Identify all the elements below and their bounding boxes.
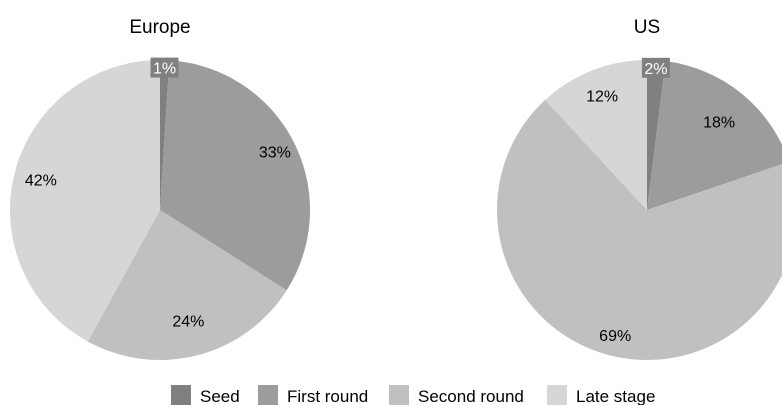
pie-slice-us-seed (647, 60, 666, 210)
legend-label-first-round: First round (287, 387, 368, 405)
pie-slice-europe-second-round (87, 210, 287, 361)
pie-label-us-late-stage: 12% (586, 89, 618, 106)
pie-slice-us-first-round (647, 61, 782, 210)
pie-label-us-first-round: 18% (703, 115, 735, 132)
pie-label-europe-seed-background (150, 57, 179, 78)
pie-slice-europe-first-round (160, 60, 310, 291)
pie-slice-us-second-round (497, 99, 782, 360)
legend-label-seed: Seed (200, 387, 240, 405)
chart-title-europe: Europe (129, 17, 190, 38)
pie-slices-us: 2% 18% 69% 12% (497, 57, 782, 360)
pie-slice-us-late-stage (545, 59, 647, 210)
pie-chart-europe: Europe 1% 33% 24% 42% (9, 17, 310, 361)
pie-slice-europe-seed (160, 60, 170, 210)
legend-swatch-seed (171, 385, 191, 405)
pie-label-europe-first-round: 33% (259, 144, 291, 161)
legend-swatch-first-round (258, 385, 278, 405)
legend: Seed First round Second round Late stage (171, 385, 655, 405)
pie-slice-europe-late-stage (9, 60, 160, 342)
pie-label-europe-seed: 1% (153, 61, 176, 78)
legend-swatch-second-round (389, 385, 409, 405)
legend-label-late-stage: Late stage (576, 387, 655, 405)
legend-label-second-round: Second round (418, 387, 524, 405)
pie-label-us-seed-background (641, 57, 670, 78)
pie-slices-europe: 1% 33% 24% 42% (9, 57, 310, 361)
pie-label-europe-late-stage: 42% (25, 172, 57, 189)
legend-swatch-late-stage (547, 385, 567, 405)
chart-title-us: US (634, 17, 660, 38)
pie-label-us-seed: 2% (644, 61, 667, 78)
pie-label-us-second-round: 69% (599, 328, 631, 345)
pie-label-europe-second-round: 24% (172, 313, 204, 330)
pie-chart-us: US 2% 18% 69% 12% (497, 17, 782, 360)
